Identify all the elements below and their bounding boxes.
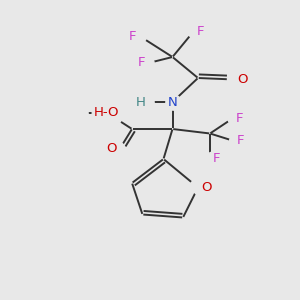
Text: N: N [168, 95, 177, 109]
Text: O: O [106, 142, 117, 155]
Text: F: F [138, 56, 146, 70]
Text: H: H [136, 95, 146, 109]
Text: F: F [237, 134, 244, 148]
Text: H-O: H-O [94, 106, 119, 119]
Text: O: O [201, 181, 211, 194]
Text: F: F [236, 112, 243, 125]
Text: F: F [213, 152, 220, 166]
Text: F: F [129, 29, 136, 43]
Text: O: O [237, 73, 247, 86]
Text: F: F [196, 25, 204, 38]
